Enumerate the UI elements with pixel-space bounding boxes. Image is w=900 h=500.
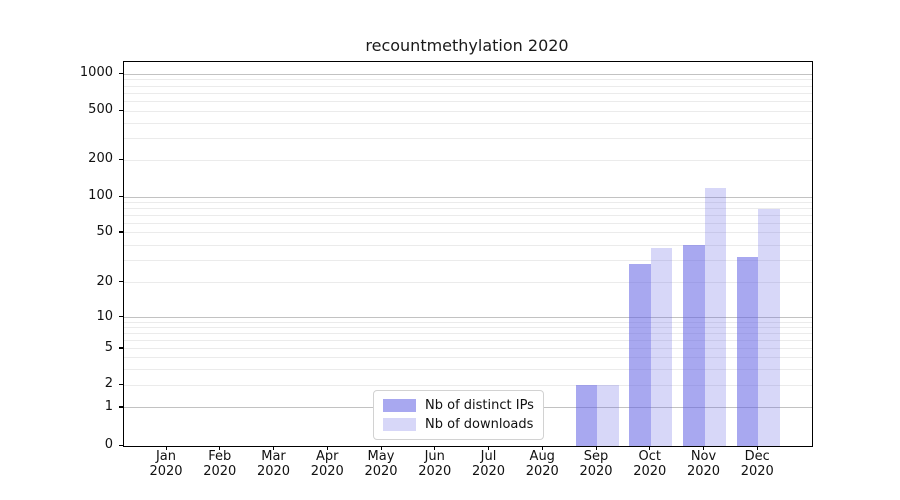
x-tick-jun bbox=[434, 446, 436, 451]
y-tick-500 bbox=[119, 109, 123, 111]
y-tick-200 bbox=[119, 158, 123, 160]
legend: Nb of distinct IPs Nb of downloads bbox=[373, 390, 544, 440]
x-tick-label-nov: Nov 2020 bbox=[686, 449, 721, 479]
gridline-y-3 bbox=[124, 368, 812, 370]
gridline-y-800 bbox=[124, 85, 812, 87]
y-tick-label-500: 500 bbox=[88, 102, 113, 118]
gridline-y-20 bbox=[124, 282, 812, 284]
legend-item-downloads: Nb of downloads bbox=[383, 415, 534, 434]
x-tick-label-jul: Jul 2020 bbox=[471, 449, 506, 479]
y-tick-label-0: 0 bbox=[104, 437, 113, 452]
y-tick-label-20: 20 bbox=[96, 273, 113, 289]
gridline-y-40 bbox=[124, 244, 812, 246]
x-tick-nov bbox=[703, 446, 705, 451]
y-tick-label-2: 2 bbox=[104, 376, 113, 392]
y-tick-label-50: 50 bbox=[96, 223, 113, 239]
downloads-swatch-icon bbox=[383, 418, 416, 431]
y-tick-100 bbox=[119, 195, 123, 197]
bar-oct-downloads bbox=[650, 247, 673, 446]
legend-item-distinct-ips: Nb of distinct IPs bbox=[383, 396, 534, 415]
x-tick-label-dec: Dec 2020 bbox=[740, 449, 774, 479]
x-tick-jan bbox=[165, 446, 167, 451]
gridline-y-700 bbox=[124, 92, 812, 94]
y-tick-1 bbox=[119, 406, 123, 408]
y-tick-5 bbox=[119, 347, 123, 349]
bar-oct-distinct-ips bbox=[629, 264, 651, 446]
plot-area bbox=[123, 61, 813, 447]
y-tick-1000 bbox=[119, 72, 123, 74]
y-tick-2 bbox=[119, 383, 123, 385]
gridline-y-200 bbox=[124, 159, 812, 161]
bar-dec-distinct-ips bbox=[736, 257, 759, 446]
legend-label-downloads: Nb of downloads bbox=[425, 417, 534, 432]
gridline-y-30 bbox=[124, 260, 812, 262]
chart-title: recountmethylation 2020 bbox=[365, 36, 569, 55]
gridline-y-9 bbox=[124, 321, 812, 323]
x-tick-label-jan: Jan 2020 bbox=[149, 449, 183, 479]
x-tick-label-may: May 2020 bbox=[364, 449, 398, 479]
bar-sep-downloads bbox=[597, 385, 619, 446]
x-tick-label-aug: Aug 2020 bbox=[525, 449, 559, 479]
x-tick-label-feb: Feb 2020 bbox=[203, 449, 237, 479]
gridline-y-2 bbox=[124, 384, 812, 386]
y-tick-0 bbox=[119, 444, 123, 446]
x-tick-label-jun: Jun 2020 bbox=[418, 449, 452, 479]
y-tick-label-200: 200 bbox=[88, 151, 113, 167]
gridline-y-1000 bbox=[124, 73, 812, 75]
y-tick-10 bbox=[119, 316, 123, 318]
x-tick-may bbox=[380, 446, 382, 451]
gridline-y-8 bbox=[124, 327, 812, 329]
gridline-y-60 bbox=[124, 223, 812, 224]
x-tick-aug bbox=[541, 446, 543, 451]
gridline-y-6 bbox=[124, 340, 812, 342]
x-tick-sep bbox=[595, 446, 597, 451]
legend-label-distinct-ips: Nb of distinct IPs bbox=[425, 398, 534, 413]
gridline-y-900 bbox=[124, 79, 812, 81]
gridline-y-80 bbox=[124, 208, 812, 210]
gridline-y-100 bbox=[124, 196, 812, 198]
x-tick-label-apr: Apr 2020 bbox=[310, 449, 344, 479]
y-tick-label-10: 10 bbox=[96, 308, 113, 324]
y-tick-50 bbox=[119, 231, 123, 233]
gridline-y-50 bbox=[124, 232, 812, 234]
x-tick-dec bbox=[756, 446, 758, 451]
x-tick-label-sep: Sep 2020 bbox=[579, 449, 613, 479]
x-tick-label-oct: Oct 2020 bbox=[633, 449, 667, 479]
gridline-y-90 bbox=[124, 202, 812, 204]
bar-nov-distinct-ips bbox=[683, 245, 705, 446]
x-tick-mar bbox=[273, 446, 275, 451]
bar-dec-downloads bbox=[758, 208, 780, 446]
x-tick-label-mar: Mar 2020 bbox=[256, 449, 291, 479]
y-tick-label-1000: 1000 bbox=[79, 65, 113, 81]
x-tick-oct bbox=[649, 446, 651, 451]
gridline-y-500 bbox=[124, 110, 812, 112]
y-tick-label-5: 5 bbox=[104, 339, 113, 355]
gridline-y-400 bbox=[124, 122, 812, 124]
bar-nov-downloads bbox=[704, 188, 726, 446]
gridline-y-7 bbox=[124, 333, 812, 335]
gridline-y-300 bbox=[124, 138, 812, 140]
x-tick-feb bbox=[219, 446, 221, 451]
y-tick-20 bbox=[119, 281, 123, 283]
distinct-ips-swatch-icon bbox=[383, 399, 416, 412]
gridline-y-70 bbox=[124, 215, 812, 217]
gridline-y-5 bbox=[124, 348, 812, 350]
gridline-y-600 bbox=[124, 100, 812, 102]
y-tick-label-100: 100 bbox=[88, 188, 113, 204]
bar-sep-distinct-ips bbox=[575, 385, 597, 446]
gridline-y-10 bbox=[124, 317, 812, 319]
gridline-y-4 bbox=[124, 357, 812, 359]
x-tick-apr bbox=[326, 446, 328, 451]
x-tick-jul bbox=[488, 446, 490, 451]
y-tick-label-1: 1 bbox=[104, 398, 113, 414]
